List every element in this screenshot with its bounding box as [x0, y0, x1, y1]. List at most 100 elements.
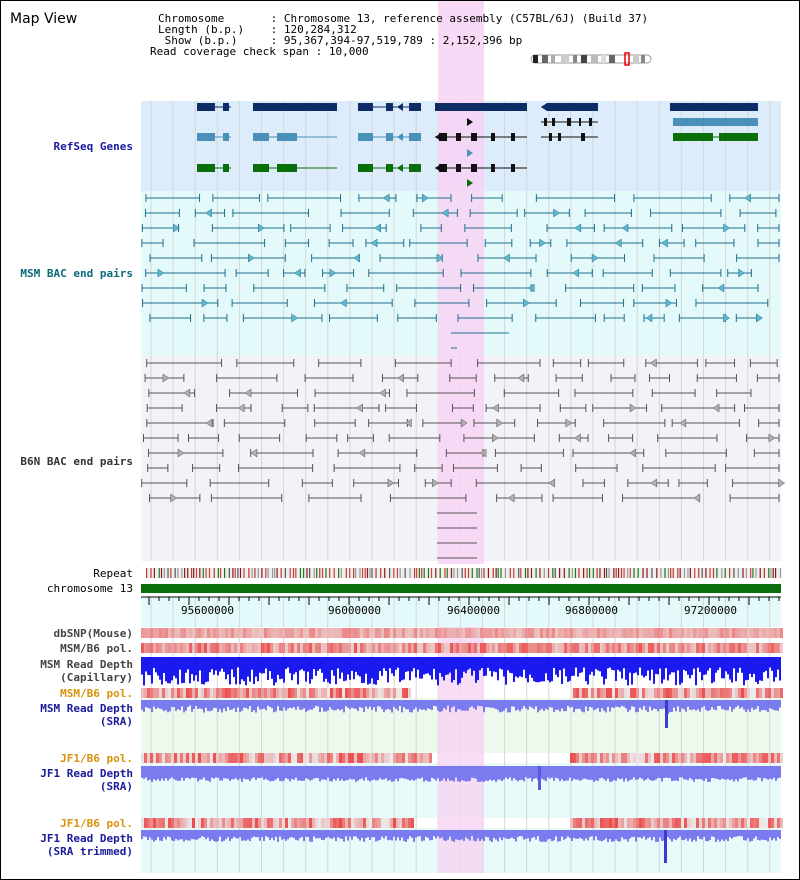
polymorphism-cell [366, 753, 369, 763]
polymorphism-cell [747, 753, 750, 763]
track-label-jf1-depth-sra[interactable]: JF1 Read Depth [40, 767, 133, 780]
depth-bar [531, 830, 533, 839]
depth-bar [345, 657, 347, 681]
depth-bar [735, 766, 737, 780]
depth-bar [687, 830, 689, 841]
track-label-chromosome: chromosome 13 [46, 582, 133, 595]
polymorphism-cell [264, 643, 267, 653]
depth-bar [765, 657, 767, 671]
polymorphism-cell [183, 818, 186, 828]
polymorphism-cell [612, 818, 615, 828]
depth-bar [383, 657, 385, 669]
polymorphism-cell [678, 753, 681, 763]
polymorphism-cell [201, 643, 204, 653]
depth-bar [727, 657, 729, 675]
repeat-element [779, 568, 782, 578]
depth-bar [755, 657, 757, 682]
depth-bar [415, 657, 417, 678]
polymorphism-cell [675, 818, 678, 828]
repeat-element [620, 568, 623, 578]
polymorphism-cell [291, 818, 294, 828]
polymorphism-cell [573, 688, 576, 698]
polymorphism-cell [207, 818, 210, 828]
depth-bar [523, 830, 525, 840]
depth-bar [463, 657, 465, 672]
track-label-b6n-bac[interactable]: B6N BAC end pairs [20, 455, 133, 468]
polymorphism-cell [606, 818, 609, 828]
depth-bar [419, 700, 421, 709]
depth-bar [241, 700, 243, 711]
track-label-msm-bac[interactable]: MSM BAC end pairs [20, 267, 133, 280]
ideogram-band [542, 55, 548, 63]
polymorphism-cell [168, 628, 171, 638]
depth-bar [663, 766, 665, 778]
track-label-msm-pol-2[interactable]: MSM/B6 pol. [60, 687, 133, 700]
depth-bar [645, 830, 647, 840]
depth-bar [185, 657, 187, 673]
depth-bar [275, 657, 277, 683]
repeat-track[interactable] [146, 568, 782, 578]
polymorphism-cell [753, 628, 756, 638]
repeat-element [554, 568, 556, 578]
polymorphism-cell [402, 818, 405, 828]
depth-bar [337, 657, 339, 669]
polymorphism-cell [672, 688, 675, 698]
depth-bar [737, 766, 739, 782]
polymorphism-cell [222, 753, 225, 763]
depth-bar [749, 700, 751, 712]
track-label-repeat[interactable]: Repeat [93, 567, 133, 580]
polymorphism-cell [141, 688, 144, 698]
polymorphism-cell [468, 628, 471, 638]
depth-bar [675, 766, 677, 781]
polymorphism-cell [159, 753, 162, 763]
track-label-msm-depth-sra[interactable]: MSM Read Depth [40, 702, 133, 715]
polymorphism-cell [609, 818, 612, 828]
polymorphism-cell [744, 628, 747, 638]
gene-exon [409, 164, 421, 172]
track-label-msm-pol-1[interactable]: MSM/B6 pol. [60, 642, 133, 655]
depth-bar [671, 830, 673, 842]
depth-bar [707, 700, 709, 712]
refseq-gene-track[interactable] [197, 103, 758, 187]
depth-bar [455, 700, 457, 713]
polymorphism-cell [732, 753, 735, 763]
depth-bar [649, 657, 651, 681]
msm-bac-marker [436, 253, 444, 263]
track-label-refseq[interactable]: RefSeq Genes [53, 140, 133, 153]
depth-bar [485, 700, 487, 708]
chromosome-ideogram[interactable] [530, 52, 652, 66]
depth-bar [211, 700, 213, 711]
b6n-bac-track[interactable] [141, 358, 786, 559]
quantitative-tracks[interactable] [141, 628, 783, 863]
msm-bac-track[interactable] [141, 193, 780, 349]
depth-bar [423, 657, 425, 675]
depth-bar [309, 830, 311, 842]
depth-bar [765, 766, 767, 779]
gene-exon [567, 118, 571, 126]
depth-bar [687, 766, 689, 781]
polymorphism-cell [603, 753, 606, 763]
polymorphism-cell [210, 818, 213, 828]
ideogram-band [561, 55, 569, 63]
depth-bar [581, 700, 583, 712]
track-label-jf1-pol-2[interactable]: JF1/B6 pol. [60, 817, 133, 830]
depth-bar [307, 766, 309, 779]
polymorphism-cell [717, 753, 720, 763]
depth-bar [187, 830, 189, 841]
polymorphism-cell [282, 818, 285, 828]
repeat-element [423, 568, 425, 578]
track-label-msm-depth-capillary[interactable]: MSM Read Depth [40, 658, 133, 671]
polymorphism-cell [255, 643, 258, 653]
depth-bar [303, 657, 305, 672]
polymorphism-cell [483, 643, 486, 653]
depth-bar [715, 700, 717, 711]
selected-region-highlight[interactable] [438, 1, 484, 873]
track-label-dbsnp[interactable]: dbSNP(Mouse) [53, 627, 133, 640]
track-label-jf1-pol-1[interactable]: JF1/B6 pol. [60, 752, 133, 765]
depth-bar [583, 700, 585, 713]
track-label-jf1-depth-trimmed[interactable]: JF1 Read Depth [40, 832, 133, 845]
depth-bar [277, 766, 279, 778]
repeat-element [605, 568, 608, 578]
polymorphism-cell [369, 818, 372, 828]
